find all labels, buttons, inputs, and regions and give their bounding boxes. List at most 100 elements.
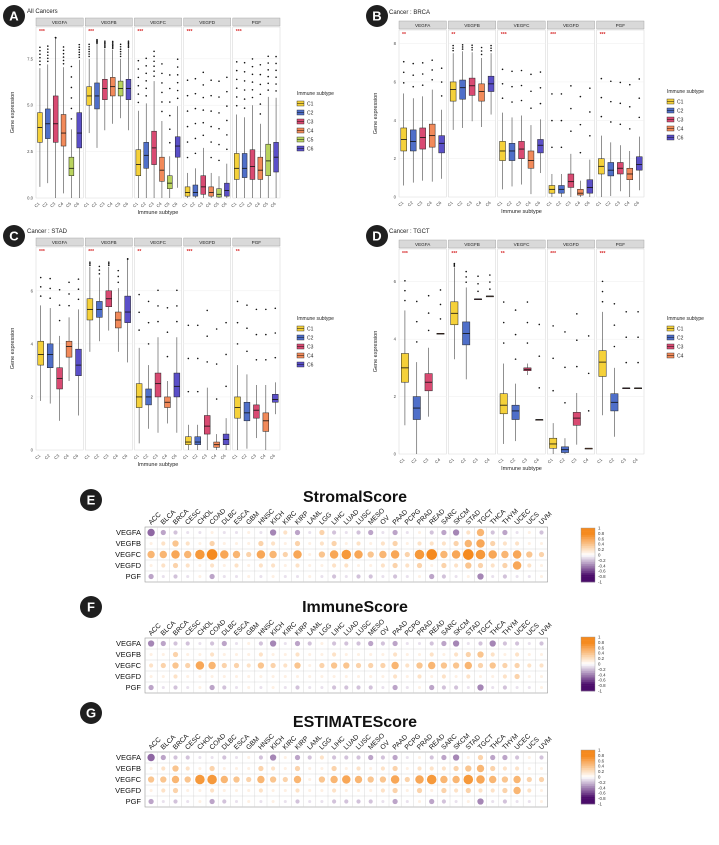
x-tick-label: C2 — [140, 201, 148, 209]
outlier-point — [176, 58, 179, 60]
correlation-dot-vegfb-coad — [209, 540, 215, 547]
facet-label: VEGFC — [150, 20, 167, 25]
colorbar-tick-label: -0.6 — [598, 791, 606, 796]
correlation-dot-vegfb-laml — [308, 652, 312, 657]
correlation-dot-vegfb-laml — [308, 766, 312, 771]
correlation-dot-pgf-coad — [209, 573, 215, 580]
outlier-point — [246, 350, 248, 353]
outlier-point — [431, 78, 433, 81]
box-vegfb-c6: C6 — [484, 44, 495, 207]
row-label-pgf: PGF — [126, 572, 142, 581]
y-tick-label: 6 — [394, 279, 397, 284]
correlation-dot-vegfd-hnsc — [258, 788, 263, 793]
correlation-dot-vegfd-kirc — [283, 563, 287, 568]
correlation-dot-vegfd-kirc — [283, 788, 287, 793]
outlier-point — [530, 107, 532, 109]
outlier-point — [70, 76, 73, 78]
outlier-point — [259, 83, 262, 86]
outlier-point — [477, 290, 479, 293]
correlation-dot-pgf-gbm — [247, 799, 251, 804]
outlier-point — [477, 282, 479, 285]
correlation-dot-vegfc-pcpg — [404, 551, 410, 558]
correlation-dot-vegfd-luad — [344, 788, 348, 793]
correlation-dot-vegfc-kich — [269, 550, 277, 559]
outlier-point — [637, 311, 639, 313]
correlation-dot-vegfd-ucec — [513, 786, 521, 795]
correlation-dot-pgf-thca — [491, 799, 495, 804]
box-body — [185, 436, 192, 445]
outlier-point — [461, 48, 464, 50]
outlier-point — [520, 69, 523, 72]
outlier-point — [619, 123, 622, 126]
outlier-point — [117, 275, 120, 278]
correlation-dot-vegfa-ov — [380, 641, 385, 646]
correlation-dot-vegfb-hnsc — [258, 540, 264, 547]
colorbar-segment — [581, 786, 595, 789]
outlier-point — [176, 89, 179, 92]
box-vegfa-c2: C2 — [44, 277, 54, 460]
box-vegfa-c2: C2 — [41, 45, 51, 208]
box-body — [527, 150, 535, 169]
correlation-dot-vegfa-gbm — [247, 755, 251, 760]
outlier-point — [235, 69, 238, 72]
correlation-dot-vegfc-lusc — [354, 775, 363, 784]
facet-vegfa: VEGFA *** C1 C2 C3 C4 — [398, 239, 447, 464]
facet-vegfa: VEGFA ** C1 C2 C3 C4 C6 — [397, 20, 447, 207]
outlier-point — [108, 262, 110, 265]
correlation-dot-vegfb-tgct — [477, 651, 484, 658]
outlier-point — [490, 44, 492, 47]
box-body — [204, 415, 211, 435]
legend-entry-c2: C2 — [307, 110, 314, 116]
colorbar-tick-label: -0.4 — [598, 672, 606, 677]
outlier-point — [235, 61, 238, 63]
y-tick-label: 0 — [31, 448, 34, 453]
colorbar-segment — [581, 651, 595, 654]
correlation-dot-vegfc-kich — [270, 662, 276, 669]
x-tick-label: C5 — [114, 201, 122, 209]
colorbar-segment — [581, 531, 595, 534]
correlation-dot-vegfb-thca — [490, 652, 495, 657]
box-body — [511, 404, 520, 420]
heatmap-title: StromalScore — [303, 489, 407, 506]
legend: Immune subtype C1 C2 C3 C4 C5 C6 — [296, 91, 334, 152]
y-axis-label: Gene expression — [373, 93, 379, 135]
significance-label: *** — [451, 251, 457, 257]
legend-entry-c4: C4 — [677, 126, 684, 132]
box-vegfa-c6: C6 — [73, 43, 82, 208]
box-body — [549, 437, 558, 449]
facet-pgf: PGF *** C1 C2 C3 C4 C5 C6 — [230, 17, 281, 208]
outlier-point — [49, 287, 51, 290]
outlier-point — [402, 82, 405, 84]
colorbar-tick-label: 0.6 — [598, 536, 605, 541]
box-vegfd-c3: C3 — [201, 309, 211, 460]
correlation-dot-vegfa-kirp — [294, 640, 301, 647]
box-body — [75, 348, 82, 376]
x-tick-label: C1 — [448, 457, 456, 465]
outlier-point — [402, 60, 405, 63]
box-vegfc-c2: C2 — [142, 300, 152, 460]
box-body — [154, 372, 162, 398]
correlation-dot-pgf-blca — [161, 799, 165, 804]
outlier-point — [68, 304, 70, 307]
correlation-dot-vegfb-meso — [369, 541, 373, 546]
x-tick-label: C3 — [614, 200, 622, 208]
box-body — [449, 81, 457, 102]
correlation-dot-vegfa-lihc — [332, 755, 337, 760]
box-vegfd-c2: C2 — [191, 324, 201, 460]
outlier-point — [194, 122, 197, 125]
correlation-dot-vegfc-luad — [342, 775, 351, 784]
correlation-dot-vegfc-meso — [368, 662, 374, 669]
x-tick-label: C4 — [62, 453, 70, 461]
box-vegfc-c1: C1 — [133, 293, 143, 460]
correlation-dot-vegfc-uvm — [538, 776, 545, 783]
box-body — [468, 77, 476, 96]
outlier-point — [560, 93, 563, 95]
facet-plot-area — [547, 248, 595, 455]
correlation-dot-vegfb-chol — [198, 541, 202, 546]
correlation-dot-vegfc-prad — [414, 549, 425, 560]
colorbar-tick-label: -0.8 — [598, 796, 606, 801]
box-body — [607, 162, 615, 177]
outlier-point — [243, 61, 246, 64]
box-vegfb-c5: C5 — [114, 43, 124, 209]
correlation-dot-vegfc-dlbc — [220, 775, 228, 784]
